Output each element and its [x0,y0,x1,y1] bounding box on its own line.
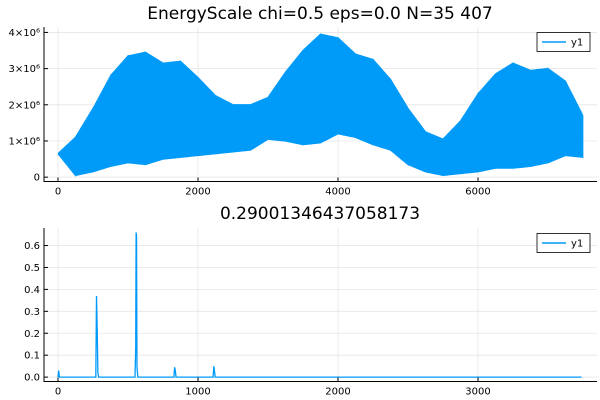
x-tick-label: 4000 [325,187,350,198]
y-tick-label: 3×10⁶ [9,64,40,75]
y-tick-label: 0.0 [24,373,40,384]
y-tick-label: 4×10⁶ [9,28,40,39]
y-tick-label: 1×10⁶ [9,136,40,147]
bottom-plot-grid [44,228,597,382]
bottom-plot-title: 0.29001346437058173 [220,204,420,224]
bottom-plot-legend: y1 [536,233,591,253]
x-tick-label: 1000 [185,387,210,398]
bottom-plot-panel: 0 1000 2000 3000 0.0 0.1 0.2 0.3 0.4 0.5 0.6 0.290… [24,204,597,398]
y-tick-label: 0.1 [24,351,40,362]
x-tick-label: 3000 [465,387,490,398]
x-tick-label: 2000 [325,387,350,398]
y-tick-label: 0.3 [24,307,40,318]
series-line-y1 [57,33,584,178]
series-line-y1 [57,232,582,378]
bottom-plot-series [57,232,582,378]
x-tick-label: 0 [55,387,61,398]
bottom-legend-label: y1 [571,239,583,250]
bottom-plot-axis-frame [43,228,597,382]
x-tick-label: 0 [55,187,61,198]
top-plot-series [57,33,584,178]
y-tick-label: 0.4 [24,285,40,296]
top-plot-axis-frame [43,27,597,182]
top-plot-title: EnergyScale chi=0.5 eps=0.0 N=35 407 [147,4,492,24]
y-tick-label: 0.6 [24,241,40,252]
top-plot-legend: y1 [536,32,591,52]
x-tick-label: 6000 [465,187,490,198]
top-legend-label: y1 [571,38,583,49]
y-tick-label: 0 [34,173,40,184]
y-tick-label: 0.5 [24,263,40,274]
top-plot-panel: 0 2000 4000 6000 0 1×10⁶ 2×10⁶ 3×10⁶ 4×10⁶ Energ… [9,4,597,198]
bottom-plot-ticks: 0 1000 2000 3000 0.0 0.1 0.2 0.3 0.4 0.5 0.6 [24,241,491,397]
x-tick-label: 2000 [185,187,210,198]
y-tick-label: 0.2 [24,329,40,340]
y-tick-label: 2×10⁶ [9,100,40,111]
top-plot-ticks: 0 2000 4000 6000 0 1×10⁶ 2×10⁶ 3×10⁶ 4×10⁶ [9,28,491,198]
